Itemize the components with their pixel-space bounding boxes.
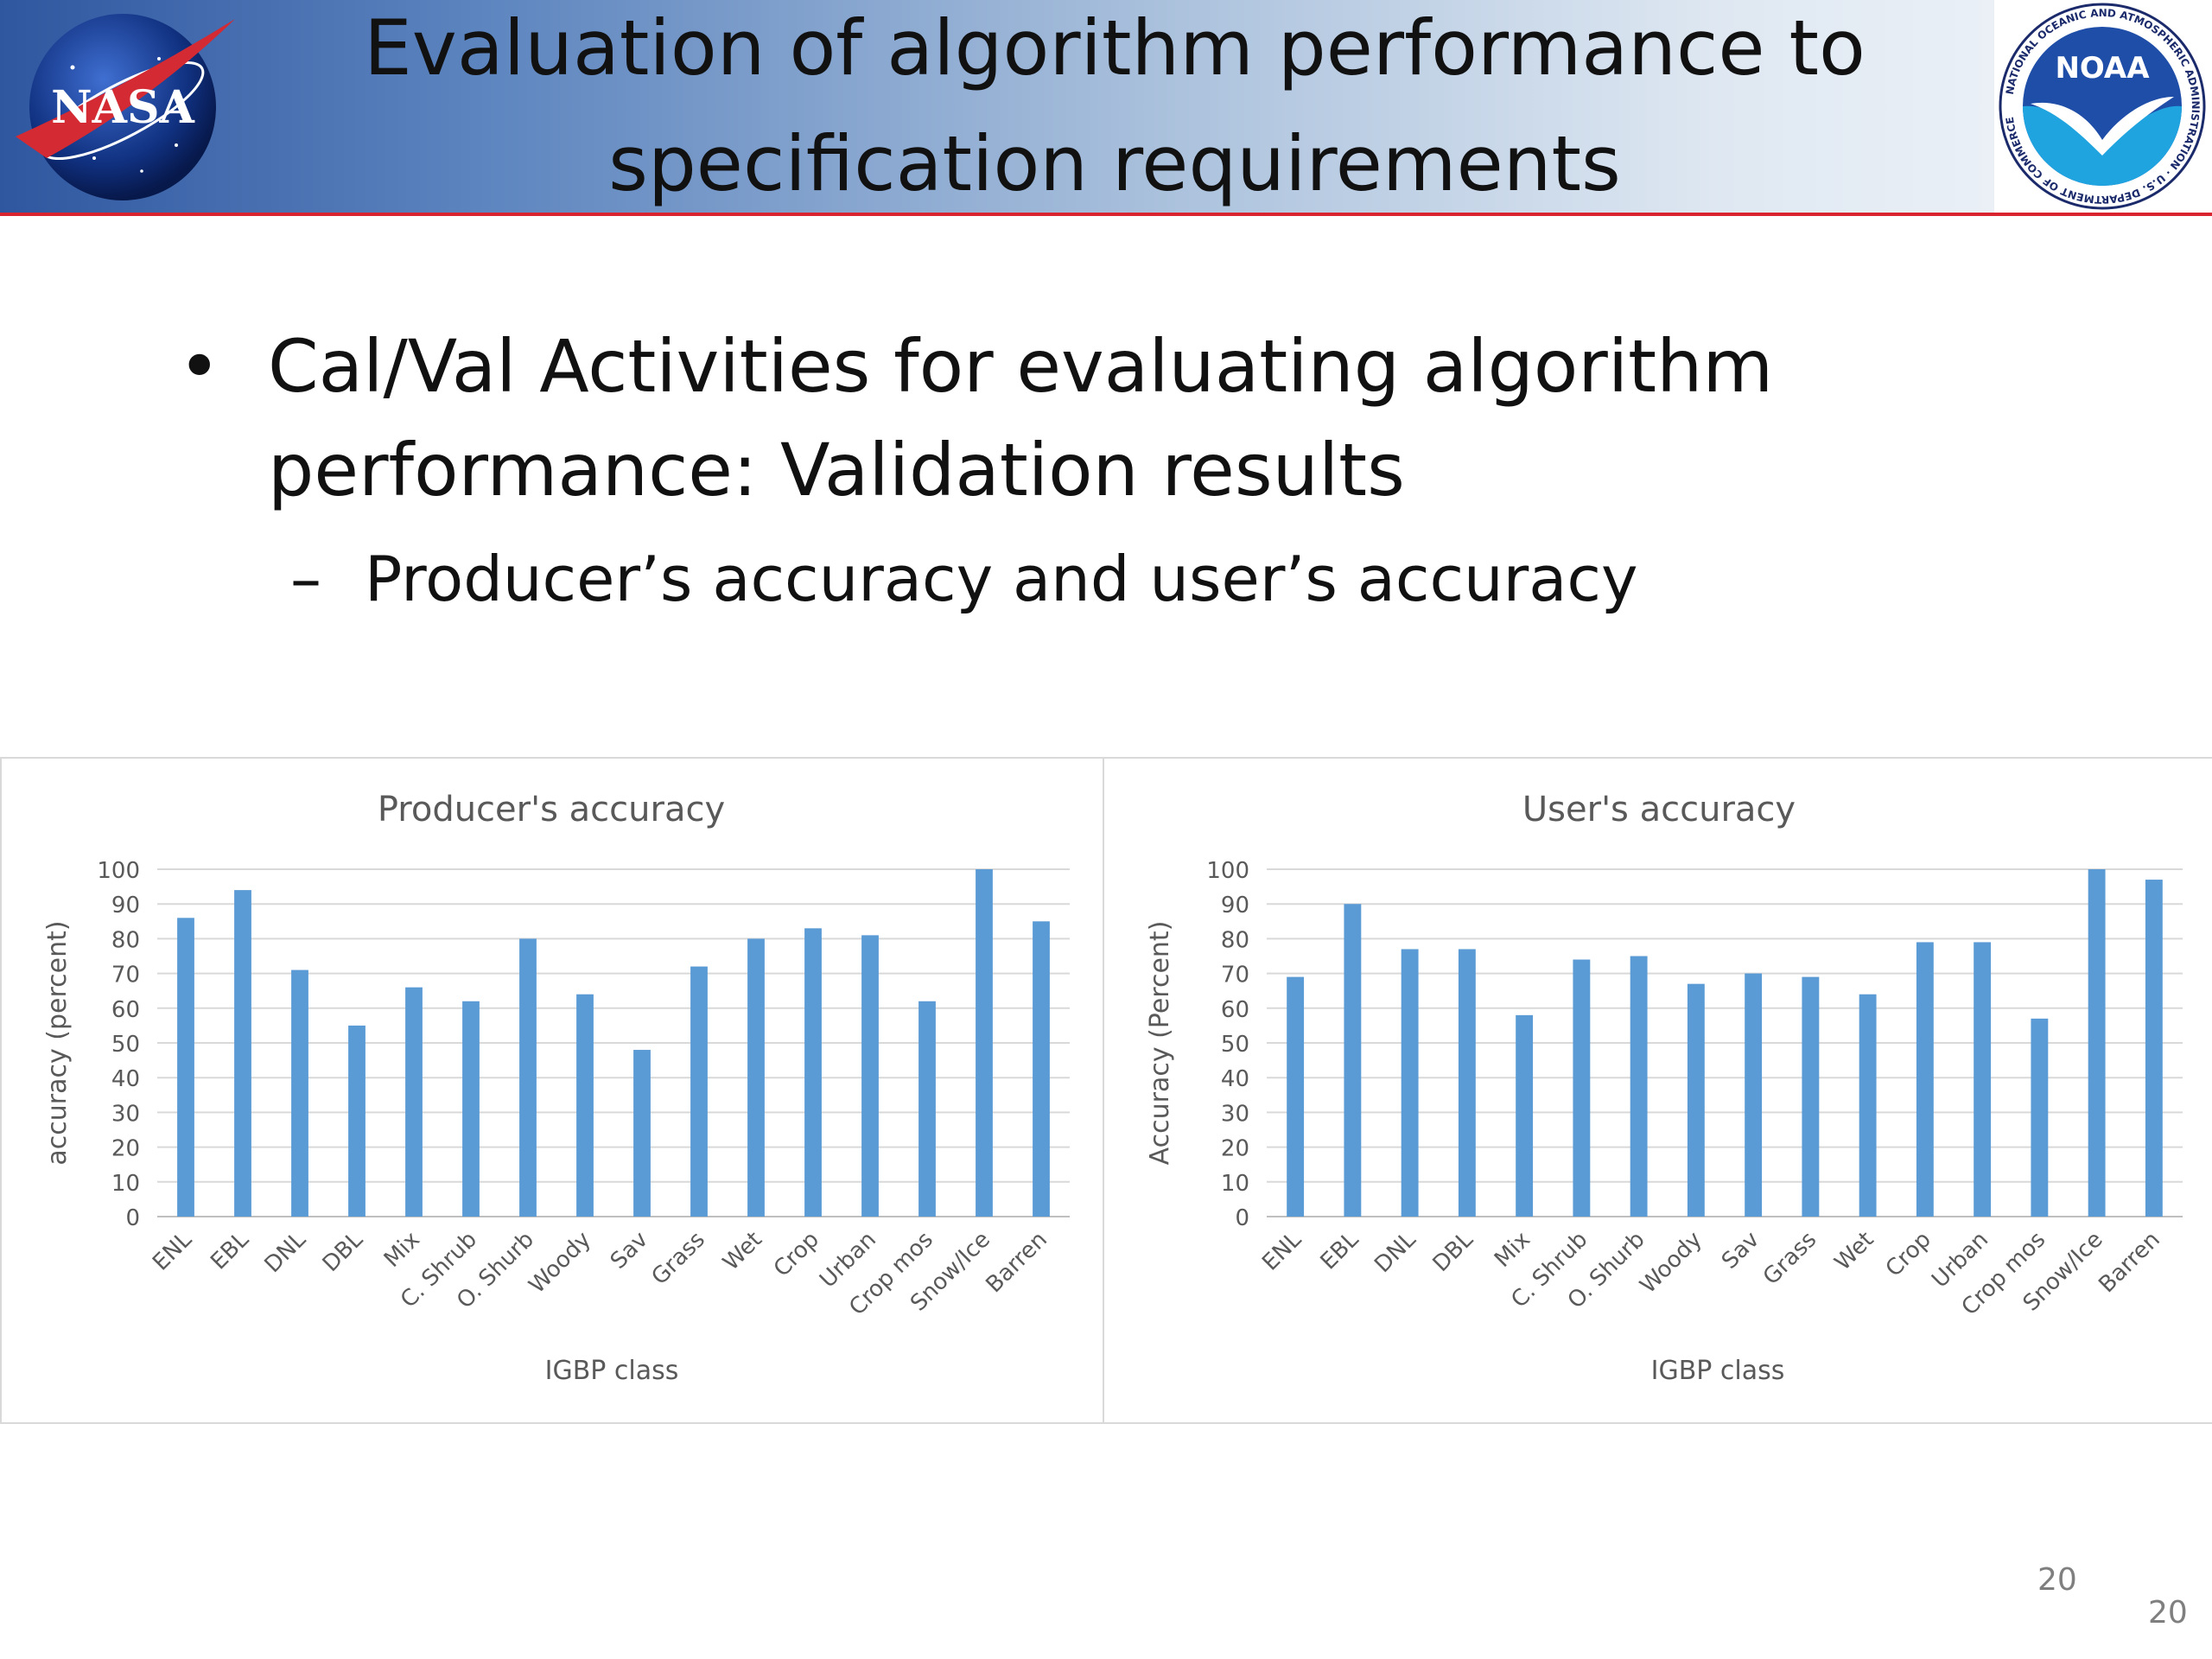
y-tick-label: 20: [111, 1136, 140, 1162]
x-tick-label: ENL: [1257, 1226, 1306, 1275]
bar: [234, 890, 251, 1217]
producers-accuracy-chart-panel: Producer's accuracy 0 10 20 30 40 50 60 70 80 90 10…: [0, 757, 1104, 1424]
page-number: 20: [2037, 1562, 2077, 1598]
bar: [861, 935, 879, 1217]
bar: [1401, 949, 1419, 1217]
nasa-logo: NASA: [16, 14, 235, 200]
bar: [1974, 942, 1992, 1217]
y-tick-label: 40: [1221, 1066, 1249, 1092]
y-tick-label: 50: [1221, 1032, 1249, 1058]
y-tick-label: 100: [97, 858, 140, 884]
y-tick-label: 10: [1221, 1171, 1249, 1197]
bar: [1344, 904, 1362, 1217]
x-tick-label: EBL: [1316, 1226, 1364, 1274]
noaa-logo-box: NATIONAL OCEANIC AND ATMOSPHERIC ADMINIS…: [1994, 0, 2212, 213]
x-axis-title: IGBP class: [1651, 1356, 1785, 1386]
y-tick-label: 50: [111, 1032, 140, 1058]
x-tick-label: ENL: [148, 1226, 197, 1275]
bar: [976, 869, 993, 1217]
x-tick-label: EBL: [206, 1226, 254, 1274]
bar: [1573, 959, 1591, 1217]
y-tick-label: 100: [1206, 858, 1249, 884]
bar: [1033, 921, 1050, 1217]
x-tick-label: Wet: [718, 1227, 767, 1276]
bullet-marker: •: [178, 324, 221, 409]
bar: [633, 1050, 651, 1217]
bar: [576, 994, 594, 1217]
y-tick-label: 80: [111, 927, 140, 953]
bar: [1916, 942, 1934, 1217]
bar: [918, 1001, 936, 1217]
bullet-main-text: Cal/Val Activities for evaluating algori…: [268, 324, 1774, 512]
y-tick-label: 90: [111, 893, 140, 918]
sub-bullet-marker: –: [290, 543, 321, 615]
bar: [2031, 1018, 2049, 1217]
users-accuracy-chart-panel: User's accuracy 0 10 20 30 40 50 60 70 80 90 100 ENL…: [1103, 757, 2212, 1424]
bar: [405, 987, 423, 1217]
x-tick-label: Sav: [606, 1227, 653, 1274]
bar: [1745, 973, 1763, 1217]
bar: [462, 1001, 480, 1217]
y-tick-label: 20: [1221, 1136, 1249, 1162]
chart-title: Producer's accuracy: [378, 790, 725, 830]
x-tick-label: Woody: [1635, 1227, 1707, 1299]
producers-accuracy-chart: Producer's accuracy 0 10 20 30 40 50 60 70 80 90 10…: [42, 790, 1070, 1386]
noaa-logo-text: NOAA: [2055, 51, 2150, 86]
y-tick-label: 70: [1221, 963, 1249, 988]
bar: [747, 938, 765, 1217]
bar: [519, 938, 537, 1217]
noaa-logo: NATIONAL OCEANIC AND ATMOSPHERIC ADMINIS…: [1999, 3, 2206, 210]
nasa-logo-text: NASA: [51, 81, 194, 134]
y-tick-label: 10: [111, 1171, 140, 1197]
x-tick-label: DBL: [318, 1226, 369, 1277]
bar: [2088, 869, 2106, 1217]
y-tick-label: 30: [111, 1101, 140, 1127]
bar: [804, 928, 822, 1217]
y-tick-label: 0: [125, 1205, 140, 1231]
users-accuracy-chart: User's accuracy 0 10 20 30 40 50 60 70 80 90 100 ENL…: [1145, 790, 2183, 1386]
y-tick-label: 80: [1221, 927, 1249, 953]
bar: [348, 1025, 365, 1217]
bar: [2145, 880, 2163, 1217]
bar: [1630, 956, 1648, 1217]
x-tick-label: Woody: [524, 1227, 596, 1299]
bar: [1859, 994, 1877, 1217]
bar: [177, 918, 194, 1217]
bar: [690, 966, 708, 1217]
y-tick-label: 90: [1221, 893, 1249, 918]
bullet-sub-text: Producer’s accuracy and user’s accuracy: [365, 543, 1638, 615]
bar: [1458, 949, 1476, 1217]
bar: [1802, 976, 1820, 1217]
bar: [1687, 983, 1705, 1217]
y-tick-label: 60: [111, 997, 140, 1023]
y-tick-label: 40: [111, 1066, 140, 1092]
bar: [1287, 976, 1305, 1217]
chart-title: User's accuracy: [1522, 790, 1796, 830]
x-tick-label: Barren: [2094, 1227, 2164, 1298]
page-title: Evaluation of algorithm performance to s…: [364, 3, 1866, 208]
x-tick-label: Wet: [1830, 1227, 1879, 1276]
x-tick-label: Grass: [1758, 1227, 1821, 1290]
x-tick-label: DNL: [260, 1226, 312, 1278]
x-axis-title: IGBP class: [545, 1356, 679, 1386]
x-tick-label: Barren: [981, 1227, 1052, 1298]
page-number-secondary: 20: [2148, 1595, 2188, 1630]
x-tick-label: Sav: [1717, 1227, 1764, 1274]
x-tick-label: DNL: [1370, 1226, 1421, 1278]
bar: [291, 969, 308, 1217]
x-tick-label: Grass: [646, 1227, 709, 1290]
y-axis-title: Accuracy (Percent): [1145, 921, 1175, 1166]
y-tick-label: 70: [111, 963, 140, 988]
y-axis-title: accuracy (percent): [42, 920, 73, 1165]
bar: [1516, 1014, 1534, 1217]
x-tick-label: Mix: [1490, 1227, 1535, 1273]
y-tick-label: 60: [1221, 997, 1249, 1023]
x-tick-label: Mix: [379, 1227, 425, 1273]
slide-header: NASA Evaluation of algorithm performance…: [0, 0, 2212, 216]
y-tick-label: 0: [1235, 1205, 1249, 1231]
x-tick-label: DBL: [1428, 1226, 1479, 1277]
y-tick-label: 30: [1221, 1101, 1249, 1127]
